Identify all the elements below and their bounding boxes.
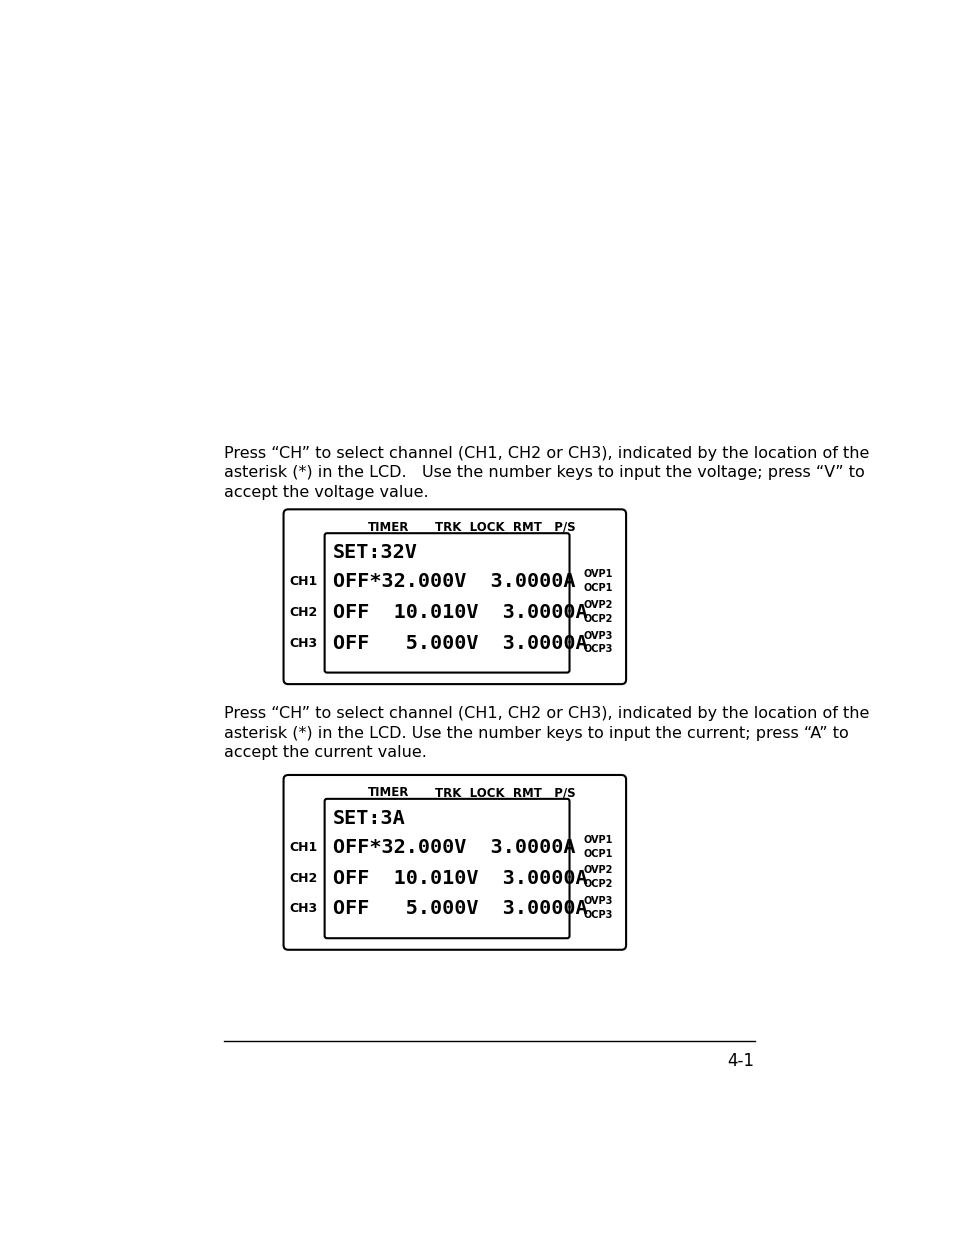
FancyBboxPatch shape: [283, 509, 625, 684]
Text: TIMER: TIMER: [368, 520, 409, 534]
Text: CH3: CH3: [290, 903, 317, 915]
Text: OFF*32.000V  3.0000A: OFF*32.000V 3.0000A: [333, 837, 575, 857]
Text: OVP1: OVP1: [583, 835, 612, 845]
Text: TIMER: TIMER: [368, 787, 409, 799]
Text: SET:3A: SET:3A: [333, 809, 405, 827]
Text: asterisk (*) in the LCD.   Use the number keys to input the voltage; press “V” t: asterisk (*) in the LCD. Use the number …: [224, 466, 863, 480]
FancyBboxPatch shape: [324, 534, 569, 673]
Text: Press “CH” to select channel (CH1, CH2 or CH3), indicated by the location of the: Press “CH” to select channel (CH1, CH2 o…: [224, 706, 868, 721]
Text: SET:32V: SET:32V: [333, 543, 417, 562]
Text: OFF*32.000V  3.0000A: OFF*32.000V 3.0000A: [333, 572, 575, 592]
Text: CH2: CH2: [290, 872, 317, 884]
Text: OVP3: OVP3: [583, 897, 612, 906]
Text: CH1: CH1: [290, 576, 317, 588]
Text: TRK  LOCK  RMT   P/S: TRK LOCK RMT P/S: [435, 787, 575, 799]
Text: CH2: CH2: [290, 606, 317, 619]
Text: OVP2: OVP2: [583, 600, 612, 610]
FancyBboxPatch shape: [324, 799, 569, 939]
Text: OFF  10.010V  3.0000A: OFF 10.010V 3.0000A: [333, 603, 587, 622]
Text: OFF   5.000V  3.0000A: OFF 5.000V 3.0000A: [333, 634, 587, 653]
Text: 4-1: 4-1: [727, 1052, 754, 1070]
Text: accept the voltage value.: accept the voltage value.: [224, 484, 428, 500]
Text: CH3: CH3: [290, 637, 317, 650]
Text: OFF   5.000V  3.0000A: OFF 5.000V 3.0000A: [333, 899, 587, 919]
Text: asterisk (*) in the LCD. Use the number keys to input the current; press “A” to: asterisk (*) in the LCD. Use the number …: [224, 726, 848, 741]
Text: CH1: CH1: [290, 841, 317, 853]
Text: OVP1: OVP1: [583, 569, 612, 579]
Text: OCP2: OCP2: [583, 614, 612, 624]
Text: OCP1: OCP1: [583, 583, 612, 593]
Text: OVP3: OVP3: [583, 631, 612, 641]
FancyBboxPatch shape: [283, 776, 625, 950]
Text: OVP2: OVP2: [583, 866, 612, 876]
Text: OFF  10.010V  3.0000A: OFF 10.010V 3.0000A: [333, 868, 587, 888]
Text: OCP3: OCP3: [583, 645, 612, 655]
Text: OCP2: OCP2: [583, 879, 612, 889]
Text: accept the current value.: accept the current value.: [224, 745, 426, 760]
Text: TRK  LOCK  RMT   P/S: TRK LOCK RMT P/S: [435, 520, 575, 534]
Text: OCP3: OCP3: [583, 910, 612, 920]
Text: OCP1: OCP1: [583, 848, 612, 858]
Text: Press “CH” to select channel (CH1, CH2 or CH3), indicated by the location of the: Press “CH” to select channel (CH1, CH2 o…: [224, 446, 868, 461]
